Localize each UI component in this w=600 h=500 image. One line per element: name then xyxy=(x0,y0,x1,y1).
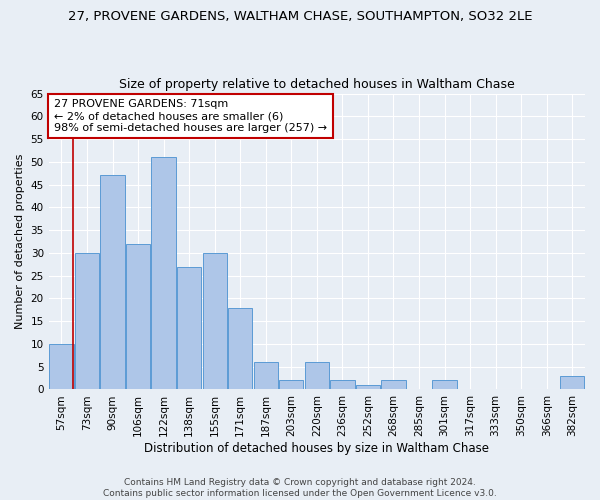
Bar xyxy=(100,176,125,390)
Bar xyxy=(279,380,304,390)
Bar xyxy=(49,344,74,390)
X-axis label: Distribution of detached houses by size in Waltham Chase: Distribution of detached houses by size … xyxy=(145,442,490,455)
Bar xyxy=(254,362,278,390)
Bar xyxy=(560,376,584,390)
Y-axis label: Number of detached properties: Number of detached properties xyxy=(15,154,25,329)
Bar xyxy=(382,380,406,390)
Bar xyxy=(330,380,355,390)
Bar xyxy=(126,244,150,390)
Bar xyxy=(75,253,99,390)
Bar xyxy=(203,253,227,390)
Bar xyxy=(228,308,253,390)
Text: 27 PROVENE GARDENS: 71sqm
← 2% of detached houses are smaller (6)
98% of semi-de: 27 PROVENE GARDENS: 71sqm ← 2% of detach… xyxy=(54,100,327,132)
Bar xyxy=(177,266,201,390)
Title: Size of property relative to detached houses in Waltham Chase: Size of property relative to detached ho… xyxy=(119,78,515,91)
Bar xyxy=(356,385,380,390)
Text: 27, PROVENE GARDENS, WALTHAM CHASE, SOUTHAMPTON, SO32 2LE: 27, PROVENE GARDENS, WALTHAM CHASE, SOUT… xyxy=(68,10,532,23)
Bar xyxy=(151,158,176,390)
Bar xyxy=(305,362,329,390)
Bar xyxy=(433,380,457,390)
Text: Contains HM Land Registry data © Crown copyright and database right 2024.
Contai: Contains HM Land Registry data © Crown c… xyxy=(103,478,497,498)
